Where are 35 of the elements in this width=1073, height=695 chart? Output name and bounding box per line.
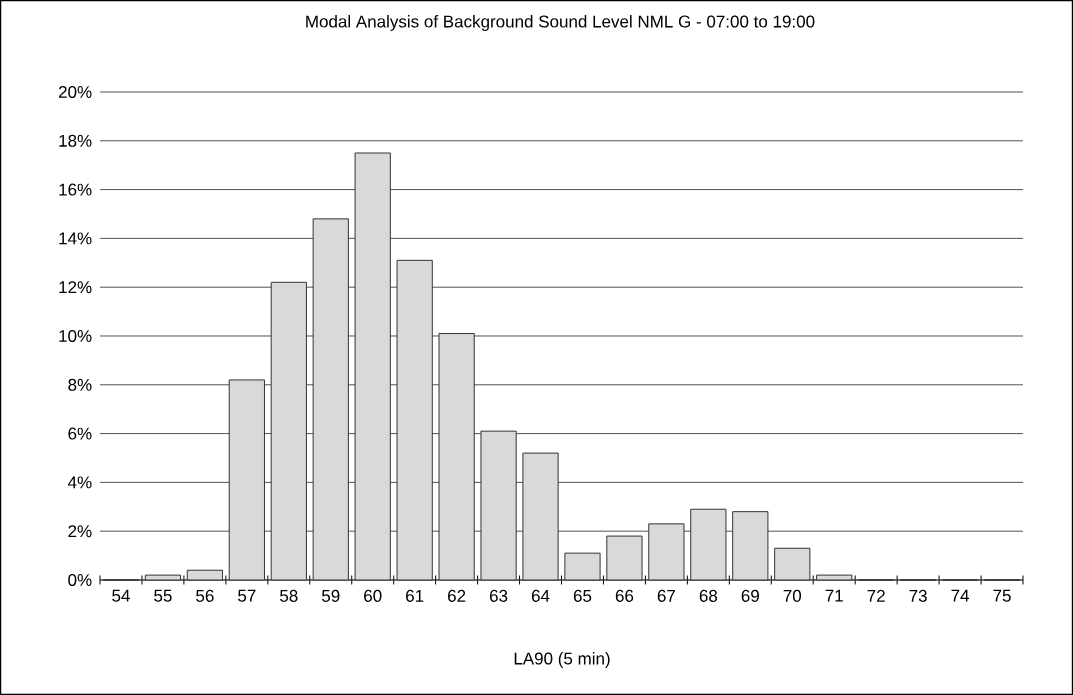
x-tick-label: 60 [364,589,382,602]
y-tick-label: 20% [58,85,92,99]
y-tick-label: 12% [59,281,92,294]
x-tick-label: 66 [615,589,634,602]
y-tick-label: 18% [59,134,92,147]
x-tick-label: 57 [238,589,256,602]
x-tick-label: 72 [867,589,885,602]
x-tick-label: 73 [909,589,927,602]
x-tick-label: 75 [993,589,1011,602]
x-tick-label: 59 [321,589,340,602]
x-tick-label: 74 [951,589,970,602]
y-tick-label: 6% [68,427,92,440]
chart-title: Modal Analysis of Background Sound Level NML G - 07:00 to 19:00 [306,15,815,31]
x-tick-label: 64 [531,589,550,602]
y-tick-label: 8% [68,378,92,391]
x-tick-label: 63 [489,589,508,602]
y-tick-label: 14% [59,232,92,245]
x-tick-label: 62 [448,589,466,602]
x-axis-title: LA90 (5 min) [514,652,610,668]
x-tick-label: 54 [112,589,130,602]
x-tick-label: 61 [406,589,424,602]
x-tick-label: 56 [196,589,214,602]
x-tick-label: 58 [280,589,298,602]
x-tick-label: 68 [699,589,718,602]
y-tick-label: 4% [67,476,92,489]
x-tick-label: 69 [741,589,759,602]
x-tick-label: 67 [657,589,675,602]
x-tick-label: 70 [783,589,802,602]
y-tick-label: 16% [59,183,92,196]
x-tick-label: 71 [825,589,843,602]
y-tick-label: 10% [59,329,92,343]
x-tick-label: 55 [154,589,172,602]
x-tick-label: 65 [573,589,592,602]
y-tick-label: 2% [68,525,92,538]
y-tick-label: 0% [68,573,92,587]
